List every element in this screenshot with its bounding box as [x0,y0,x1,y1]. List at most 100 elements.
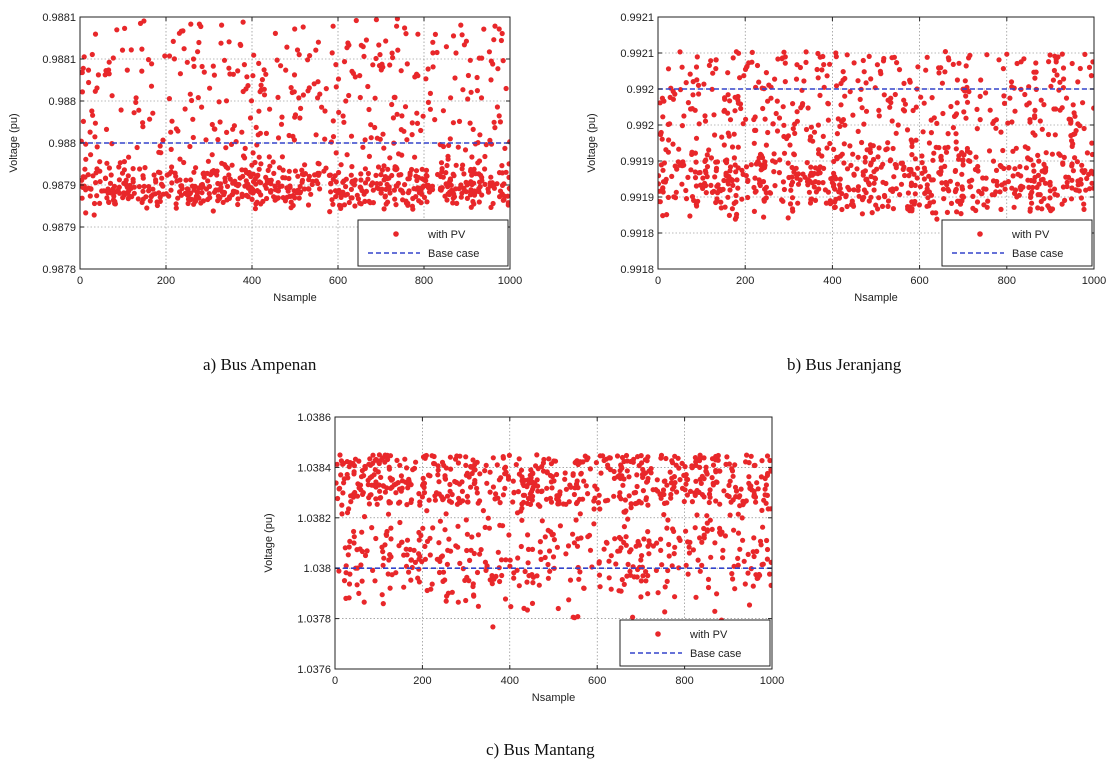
data-point-with-pv [665,194,671,200]
data-point-with-pv [707,494,713,500]
data-point-with-pv [597,584,603,590]
data-point-with-pv [468,547,474,553]
data-point-with-pv [490,455,496,461]
data-point-with-pv [403,30,409,37]
data-point-with-pv [808,170,814,176]
data-point-with-pv [628,505,634,511]
data-point-with-pv [442,527,448,533]
data-point-with-pv [195,95,201,101]
data-point-with-pv [581,478,587,484]
data-point-with-pv [102,175,109,182]
data-point-with-pv [450,171,456,177]
data-point-with-pv [416,198,422,204]
data-point-with-pv [335,495,341,502]
data-point-with-pv [393,490,399,496]
data-point-with-pv [242,167,248,173]
data-point-with-pv [913,104,919,110]
data-point-with-pv [709,475,715,481]
data-point-with-pv [694,203,700,209]
data-point-with-pv [396,543,402,549]
data-point-with-pv [423,452,429,459]
data-point-with-pv [139,46,145,52]
data-point-with-pv [1002,186,1008,192]
data-point-with-pv [447,481,453,488]
data-point-with-pv [733,192,739,199]
data-point-with-pv [177,71,183,77]
data-point-with-pv [450,33,457,39]
data-point-with-pv [464,547,470,554]
data-point-with-pv [545,561,551,568]
data-point-with-pv [218,40,224,46]
data-point-with-pv [195,49,201,55]
data-point-with-pv [384,181,390,188]
data-point-with-pv [396,172,402,178]
data-point-with-pv [452,478,458,485]
data-point-with-pv [463,454,469,460]
data-point-with-pv [527,501,534,507]
data-point-with-pv [694,77,700,83]
data-point-with-pv [912,156,918,162]
data-point-with-pv [730,182,736,188]
data-point-with-pv [424,587,430,594]
legend-label-with-pv: with PV [427,229,466,241]
data-point-with-pv [137,166,143,172]
data-point-with-pv [735,562,741,568]
data-point-with-pv [713,66,719,72]
data-point-with-pv [859,105,865,111]
data-point-with-pv [844,203,850,210]
data-point-with-pv [333,179,339,185]
data-point-with-pv [157,194,163,200]
data-point-with-pv [385,166,391,172]
data-point-with-pv [704,520,710,526]
data-point-with-pv [252,159,258,166]
caption-bus-jeranjang: b) Bus Jeranjang [787,355,902,374]
data-point-with-pv [1026,84,1032,90]
data-point-with-pv [430,39,436,45]
data-point-with-pv [729,177,735,183]
data-point-with-pv [432,31,438,37]
data-point-with-pv [756,79,762,85]
data-point-with-pv [244,74,250,80]
data-point-with-pv [253,181,259,187]
data-point-with-pv [573,481,580,487]
data-point-with-pv [282,175,288,181]
data-point-with-pv [745,177,751,183]
data-point-with-pv [348,133,355,139]
caption-bus-ampenan: a) Bus Ampenan [203,355,317,374]
data-point-with-pv [351,528,357,535]
data-point-with-pv [383,38,389,44]
data-point-with-pv [393,183,399,189]
data-point-with-pv [693,183,699,189]
data-point-with-pv [1061,154,1067,160]
data-point-with-pv [703,469,709,475]
data-point-with-pv [198,185,204,191]
data-point-with-pv [462,147,469,153]
data-point-with-pv [322,108,328,114]
data-point-with-pv [462,577,468,583]
data-point-with-pv [365,170,371,177]
data-point-with-pv [752,462,758,468]
data-point-with-pv [660,213,666,219]
data-point-with-pv [628,501,634,507]
data-point-with-pv [862,159,868,165]
data-point-with-pv [393,164,399,171]
data-point-with-pv [663,147,669,153]
data-point-with-pv [1024,102,1030,108]
data-point-with-pv [87,193,93,199]
data-point-with-pv [497,522,503,528]
data-point-with-pv [492,125,498,131]
data-point-with-pv [550,531,556,537]
data-point-with-pv [205,158,211,164]
data-point-with-pv [732,484,739,490]
data-point-with-pv [724,454,730,460]
data-point-with-pv [812,179,818,185]
data-point-with-pv [262,182,268,189]
data-point-with-pv [286,168,292,174]
data-point-with-pv [661,500,668,506]
data-point-with-pv [182,106,188,112]
data-point-with-pv [416,579,422,585]
data-point-with-pv [606,575,612,581]
data-point-with-pv [1018,187,1024,193]
data-point-with-pv [879,203,886,209]
data-point-with-pv [819,67,825,73]
